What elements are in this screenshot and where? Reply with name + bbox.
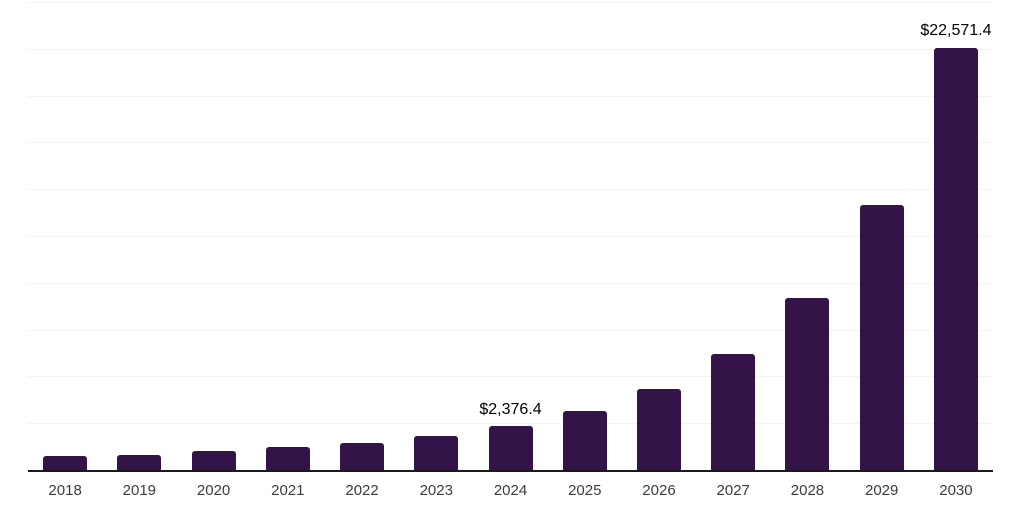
- x-tick-2027: 2027: [716, 482, 750, 499]
- bar-2022: [340, 443, 385, 470]
- x-tick-2030: 2030: [939, 482, 973, 499]
- x-tick-2018: 2018: [48, 482, 82, 499]
- gridline: [28, 96, 993, 97]
- bar-slot-2020: [176, 2, 250, 470]
- x-tick-2024: 2024: [493, 482, 528, 499]
- gridline: [28, 330, 993, 331]
- x-tick-2019: 2019: [122, 482, 157, 499]
- x-tick-2029: 2029: [865, 482, 899, 499]
- bar-2024: [488, 425, 533, 470]
- gridline: [28, 2, 993, 3]
- data-label-2024: $2,376.4: [479, 400, 542, 418]
- plot-area: $2,376.4 $22,571.4: [28, 2, 993, 472]
- bar-2018: [43, 456, 88, 470]
- bar-slot-2018: [28, 2, 102, 470]
- bar-slot-2022: [325, 2, 399, 470]
- bar-slot-2024: $2,376.4: [473, 2, 547, 470]
- bars-row: $2,376.4 $22,571.4: [28, 2, 993, 470]
- data-label-2030: $22,571.4: [920, 22, 992, 40]
- x-axis: 2018 2019 2020 2021 2022 2023 2024 2025 2026 2027…: [28, 474, 993, 508]
- bar-2030: [933, 47, 978, 470]
- x-tick-2025: 2025: [568, 482, 602, 499]
- x-tick-2026: 2026: [642, 482, 676, 499]
- bar-slot-2023: [399, 2, 473, 470]
- bar-2023: [414, 436, 459, 470]
- bar-slot-2028: [770, 2, 844, 470]
- x-tick-2028: 2028: [790, 482, 825, 499]
- x-tick-2021: 2021: [271, 482, 305, 499]
- bar-2028: [785, 297, 830, 470]
- bar-slot-2029: [845, 2, 919, 470]
- bar-2025: [562, 410, 607, 470]
- bar-2019: [117, 454, 162, 470]
- bar-slot-2021: [251, 2, 325, 470]
- gridline: [28, 283, 993, 284]
- bar-2021: [265, 447, 310, 470]
- gridline: [28, 236, 993, 237]
- bar-slot-2025: [548, 2, 622, 470]
- bar-slot-2027: [696, 2, 770, 470]
- gridline: [28, 49, 993, 50]
- bar-2027: [711, 353, 756, 470]
- gridline: [28, 189, 993, 190]
- x-tick-2023: 2023: [419, 482, 453, 499]
- x-tick-2020: 2020: [196, 482, 231, 499]
- bar-slot-2030: $22,571.4: [919, 2, 993, 470]
- bar-2029: [859, 204, 904, 470]
- gridline: [28, 376, 993, 377]
- bar-slot-2019: [102, 2, 176, 470]
- gridline: [28, 142, 993, 143]
- bar-slot-2026: [622, 2, 696, 470]
- x-tick-2022: 2022: [345, 482, 379, 499]
- gridline: [28, 423, 993, 424]
- bar-2026: [636, 389, 681, 470]
- bar-2020: [191, 451, 236, 470]
